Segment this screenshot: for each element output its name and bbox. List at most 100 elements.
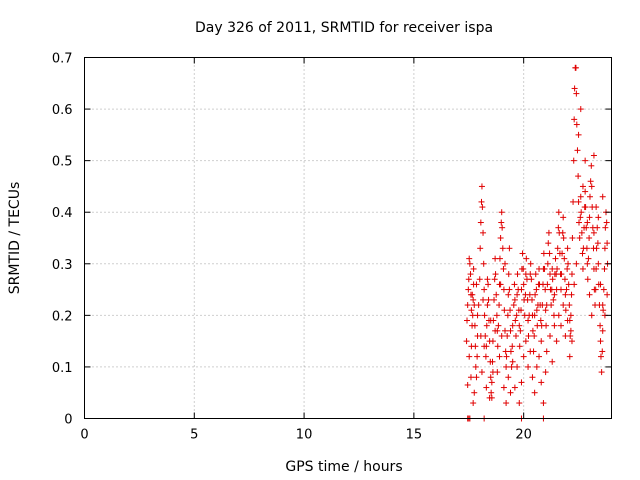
data-point bbox=[582, 204, 589, 211]
data-point bbox=[471, 389, 478, 396]
data-point bbox=[485, 296, 492, 303]
data-point bbox=[562, 307, 569, 314]
data-point bbox=[566, 302, 573, 309]
data-point bbox=[568, 271, 575, 278]
data-point bbox=[551, 322, 558, 329]
data-point bbox=[514, 271, 521, 278]
data-point bbox=[565, 281, 572, 288]
data-point bbox=[587, 178, 594, 185]
data-point bbox=[489, 338, 496, 345]
plot-frame bbox=[84, 57, 612, 419]
x-tick-label: 0 bbox=[80, 428, 88, 443]
data-point bbox=[599, 302, 606, 309]
data-point bbox=[594, 240, 601, 247]
data-point bbox=[582, 188, 589, 195]
data-point bbox=[481, 343, 488, 350]
data-point bbox=[564, 265, 571, 272]
data-point bbox=[582, 157, 589, 164]
data-point bbox=[561, 255, 568, 262]
data-point bbox=[540, 400, 547, 407]
data-point bbox=[468, 307, 475, 314]
data-point bbox=[601, 245, 608, 252]
data-point bbox=[528, 276, 535, 283]
data-point bbox=[555, 312, 562, 319]
data-point bbox=[586, 193, 593, 200]
data-point bbox=[529, 327, 536, 334]
data-point bbox=[565, 260, 572, 267]
data-point bbox=[576, 235, 583, 241]
data-point bbox=[505, 271, 512, 278]
data-point bbox=[600, 286, 607, 293]
data-point bbox=[568, 338, 575, 345]
data-point bbox=[475, 302, 482, 309]
data-point bbox=[540, 250, 547, 257]
data-point bbox=[597, 322, 604, 329]
data-point bbox=[499, 224, 506, 231]
data-point bbox=[510, 302, 517, 309]
data-point bbox=[527, 271, 534, 278]
data-point bbox=[467, 374, 474, 381]
x-tick-label: 5 bbox=[190, 428, 198, 443]
data-point bbox=[485, 281, 492, 288]
data-point bbox=[602, 224, 609, 231]
data-point bbox=[529, 296, 536, 303]
data-point bbox=[502, 348, 509, 355]
data-point bbox=[542, 286, 549, 293]
data-point bbox=[571, 85, 578, 92]
data-point bbox=[464, 302, 471, 309]
data-point bbox=[544, 260, 551, 267]
data-point bbox=[559, 229, 566, 236]
data-point bbox=[496, 255, 503, 262]
data-point bbox=[527, 260, 534, 267]
data-point bbox=[512, 332, 519, 339]
data-point bbox=[593, 245, 600, 252]
data-point bbox=[511, 296, 518, 303]
data-point bbox=[468, 343, 475, 350]
data-point bbox=[592, 286, 599, 293]
data-point bbox=[599, 348, 606, 355]
data-point bbox=[465, 276, 472, 283]
data-point bbox=[472, 363, 479, 370]
data-point bbox=[478, 183, 485, 190]
data-point bbox=[547, 332, 554, 339]
data-point bbox=[531, 389, 538, 396]
data-point bbox=[466, 260, 473, 267]
x-tick-label: 15 bbox=[406, 428, 423, 443]
data-point bbox=[506, 286, 513, 293]
data-point bbox=[514, 363, 521, 370]
data-point bbox=[586, 291, 593, 298]
data-point bbox=[464, 381, 471, 388]
data-point bbox=[598, 369, 605, 376]
data-point bbox=[554, 265, 561, 272]
data-point bbox=[525, 363, 532, 370]
data-point bbox=[505, 374, 512, 381]
data-point bbox=[586, 214, 593, 221]
data-point bbox=[555, 209, 562, 216]
data-point bbox=[586, 235, 593, 241]
data-point bbox=[576, 219, 583, 226]
data-point bbox=[597, 338, 604, 345]
data-point bbox=[543, 348, 550, 355]
data-point bbox=[507, 348, 514, 355]
data-point bbox=[482, 353, 489, 360]
data-point bbox=[578, 209, 585, 216]
data-point bbox=[593, 265, 600, 272]
data-point bbox=[480, 296, 487, 303]
data-point bbox=[531, 332, 538, 339]
data-point bbox=[579, 183, 586, 190]
data-point bbox=[604, 291, 611, 298]
data-point bbox=[549, 276, 556, 283]
data-point bbox=[497, 235, 504, 241]
data-point bbox=[481, 286, 488, 293]
data-point bbox=[544, 281, 551, 288]
data-point bbox=[536, 353, 543, 360]
x-tick-label: 20 bbox=[515, 428, 532, 443]
data-point bbox=[599, 193, 606, 200]
data-point bbox=[584, 219, 591, 226]
data-point bbox=[487, 374, 494, 381]
data-point bbox=[476, 276, 483, 283]
data-point bbox=[516, 343, 523, 350]
y-axis-label: SRMTID / TECUs bbox=[7, 182, 23, 295]
data-point bbox=[527, 348, 534, 355]
data-point bbox=[483, 384, 490, 391]
